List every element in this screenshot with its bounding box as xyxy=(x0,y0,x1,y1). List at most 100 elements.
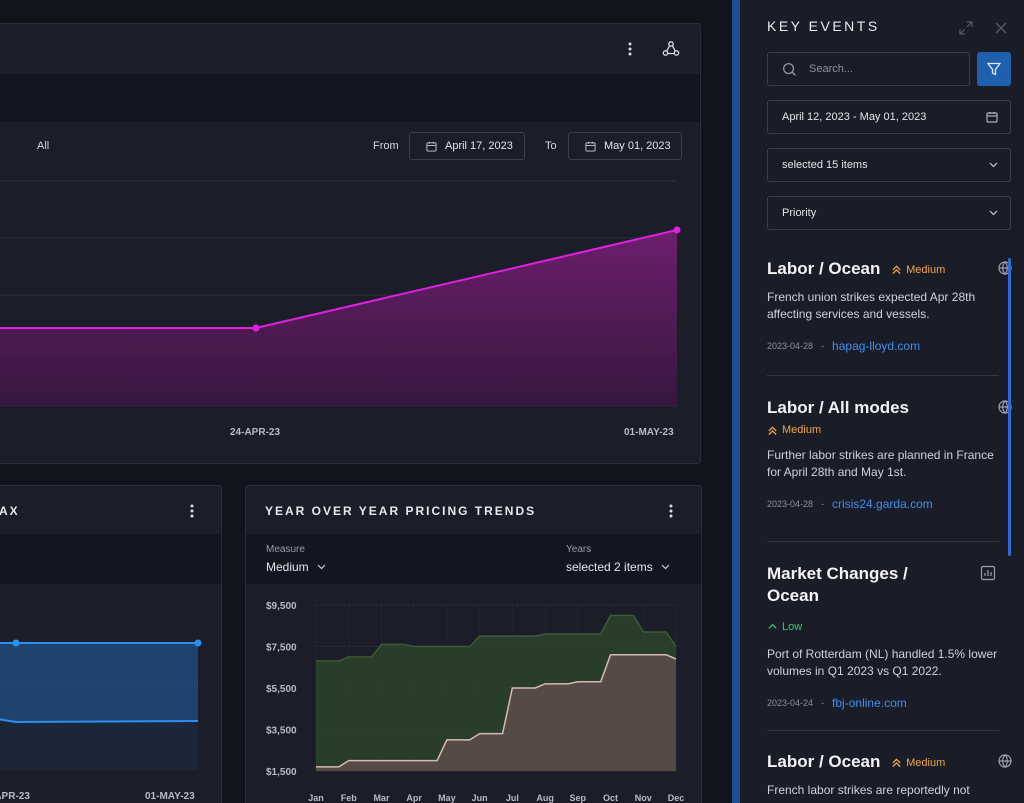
key-events-sidebar: KEY EVENTS April 12, 2023 - May 01, 2023… xyxy=(740,0,1024,803)
priority-select-value: Priority xyxy=(782,207,817,219)
sidebar-accent-bar xyxy=(732,0,740,803)
x-tick-label: 01-MAY-23 xyxy=(145,791,195,802)
trend-area xyxy=(0,230,677,406)
x-tick-label: -APR-23 xyxy=(0,791,30,802)
search-icon xyxy=(783,62,797,76)
double-chevron-up-icon xyxy=(892,758,901,768)
event-card[interactable]: Labor / All modes Medium Further labor s… xyxy=(767,397,1012,511)
pricing-trends-card: YEAR OVER YEAR PRICING TRENDS Measure Me… xyxy=(245,485,702,803)
filter-icon xyxy=(986,62,1002,76)
event-source-link[interactable]: hapag-lloyd.com xyxy=(832,338,921,353)
x-tick-label: May xyxy=(438,793,456,803)
from-date-picker[interactable]: April 17, 2023 xyxy=(409,132,525,160)
event-title: Labor / Ocean Medium xyxy=(767,751,999,774)
date-range-select[interactable]: April 12, 2023 - May 01, 2023 xyxy=(767,100,1011,134)
chevron-down-icon xyxy=(317,564,326,570)
card-title: AX xyxy=(0,504,20,518)
event-meta: 2023-04-28 - crisis24.garda.com xyxy=(767,497,999,511)
event-description: Further labor strikes are planned in Fra… xyxy=(767,448,994,479)
y-tick-label: $9,500 xyxy=(266,601,297,612)
chevron-down-icon xyxy=(989,162,998,168)
x-tick-label: Jul xyxy=(506,793,519,803)
to-label: To xyxy=(545,140,557,152)
years-value: selected 2 items xyxy=(566,560,653,574)
priority-badge: Medium xyxy=(891,752,945,774)
x-tick-label: Feb xyxy=(341,793,358,803)
max-area-chart xyxy=(0,639,202,770)
priority-select[interactable]: Priority xyxy=(767,196,1011,230)
y-tick-label: $3,500 xyxy=(266,726,297,737)
to-date-picker[interactable]: May 01, 2023 xyxy=(568,132,682,160)
y-tick-label: $1,500 xyxy=(266,767,297,778)
items-select[interactable]: selected 15 items xyxy=(767,148,1011,182)
event-divider xyxy=(767,541,999,542)
event-card[interactable]: Market Changes / Ocean xyxy=(767,563,937,607)
max-chart-card: AX -APR-23 01-MAY-23 xyxy=(0,485,222,803)
max-point xyxy=(194,639,202,647)
trend-area-chart xyxy=(0,180,681,407)
max-point xyxy=(12,639,20,647)
x-tick-label: Mar xyxy=(373,793,390,803)
items-select-value: selected 15 items xyxy=(782,159,868,171)
event-description: Port of Rotterdam (NL) handled 1.5% lowe… xyxy=(767,647,998,678)
y-tick-label: $7,500 xyxy=(266,643,297,654)
calendar-icon xyxy=(986,112,998,123)
filter-button[interactable] xyxy=(977,52,1011,86)
event-meta: 2023-04-24 - fbj-online.com xyxy=(767,696,999,710)
trend-point xyxy=(252,324,260,332)
x-tick-label: Nov xyxy=(635,793,652,803)
x-tick-label: Dec xyxy=(668,793,685,803)
priority-badge: Medium xyxy=(891,259,945,281)
event-card[interactable]: Labor / Ocean Medium French union strike… xyxy=(767,258,1012,353)
series-line xyxy=(316,614,677,662)
series-line xyxy=(316,654,677,768)
from-date-value: April 17, 2023 xyxy=(445,140,513,152)
search-input[interactable] xyxy=(809,63,959,75)
event-date: 2023-04-28 xyxy=(767,499,814,509)
event-date: 2023-04-24 xyxy=(767,698,814,708)
measure-label: Measure xyxy=(266,544,305,555)
event-card[interactable]: Labor / Ocean Medium French labor strike… xyxy=(767,751,1012,799)
more-vertical-icon[interactable] xyxy=(660,500,682,522)
chevron-down-icon xyxy=(661,564,670,570)
events-scrollbar[interactable] xyxy=(1008,258,1011,556)
double-chevron-up-icon xyxy=(768,426,777,435)
event-source-link[interactable]: fbj-online.com xyxy=(832,696,907,710)
series-area xyxy=(316,654,676,771)
share-network-icon[interactable] xyxy=(660,38,682,60)
search-box[interactable] xyxy=(767,52,970,86)
chart-toolbar-strip xyxy=(0,74,700,122)
event-title: Labor / Ocean Medium xyxy=(767,258,999,281)
separator-dash: - xyxy=(821,340,825,351)
double-chevron-up-icon xyxy=(892,265,901,275)
years-select[interactable]: selected 2 items xyxy=(566,560,670,574)
event-divider xyxy=(767,375,999,376)
x-tick-label: Aug xyxy=(536,793,554,803)
event-date: 2023-04-28 xyxy=(767,340,814,351)
chart-icon xyxy=(980,565,998,583)
trend-chart-card: All From April 17, 2023 To May 01, 2023 xyxy=(0,23,701,464)
x-tick-label: Apr xyxy=(406,793,422,803)
event-description: French union strikes expected Apr 28th a… xyxy=(767,289,976,321)
event-divider xyxy=(767,730,999,731)
filter-all[interactable]: All xyxy=(37,140,50,152)
measure-select[interactable]: Medium xyxy=(266,560,326,574)
more-vertical-icon[interactable] xyxy=(181,500,203,522)
trend-point xyxy=(673,226,681,234)
event-source-link[interactable]: crisis24.garda.com xyxy=(832,497,933,511)
calendar-icon xyxy=(585,141,596,152)
more-vertical-icon[interactable] xyxy=(619,38,641,60)
globe-icon xyxy=(997,260,1015,278)
event-meta: 2023-04-28 - hapag-lloyd.com xyxy=(767,339,999,353)
chart-toolbar-strip xyxy=(0,534,221,584)
date-range-value: April 12, 2023 - May 01, 2023 xyxy=(782,111,927,123)
priority-badge: Medium xyxy=(767,424,821,436)
chevron-up-icon xyxy=(768,624,777,630)
close-icon[interactable] xyxy=(991,18,1011,38)
measure-strip xyxy=(246,534,701,584)
separator-dash: - xyxy=(821,499,825,509)
measure-value: Medium xyxy=(266,560,309,574)
expand-icon[interactable] xyxy=(956,18,976,38)
y-tick-label: $5,500 xyxy=(266,684,297,695)
to-date-value: May 01, 2023 xyxy=(604,140,671,152)
